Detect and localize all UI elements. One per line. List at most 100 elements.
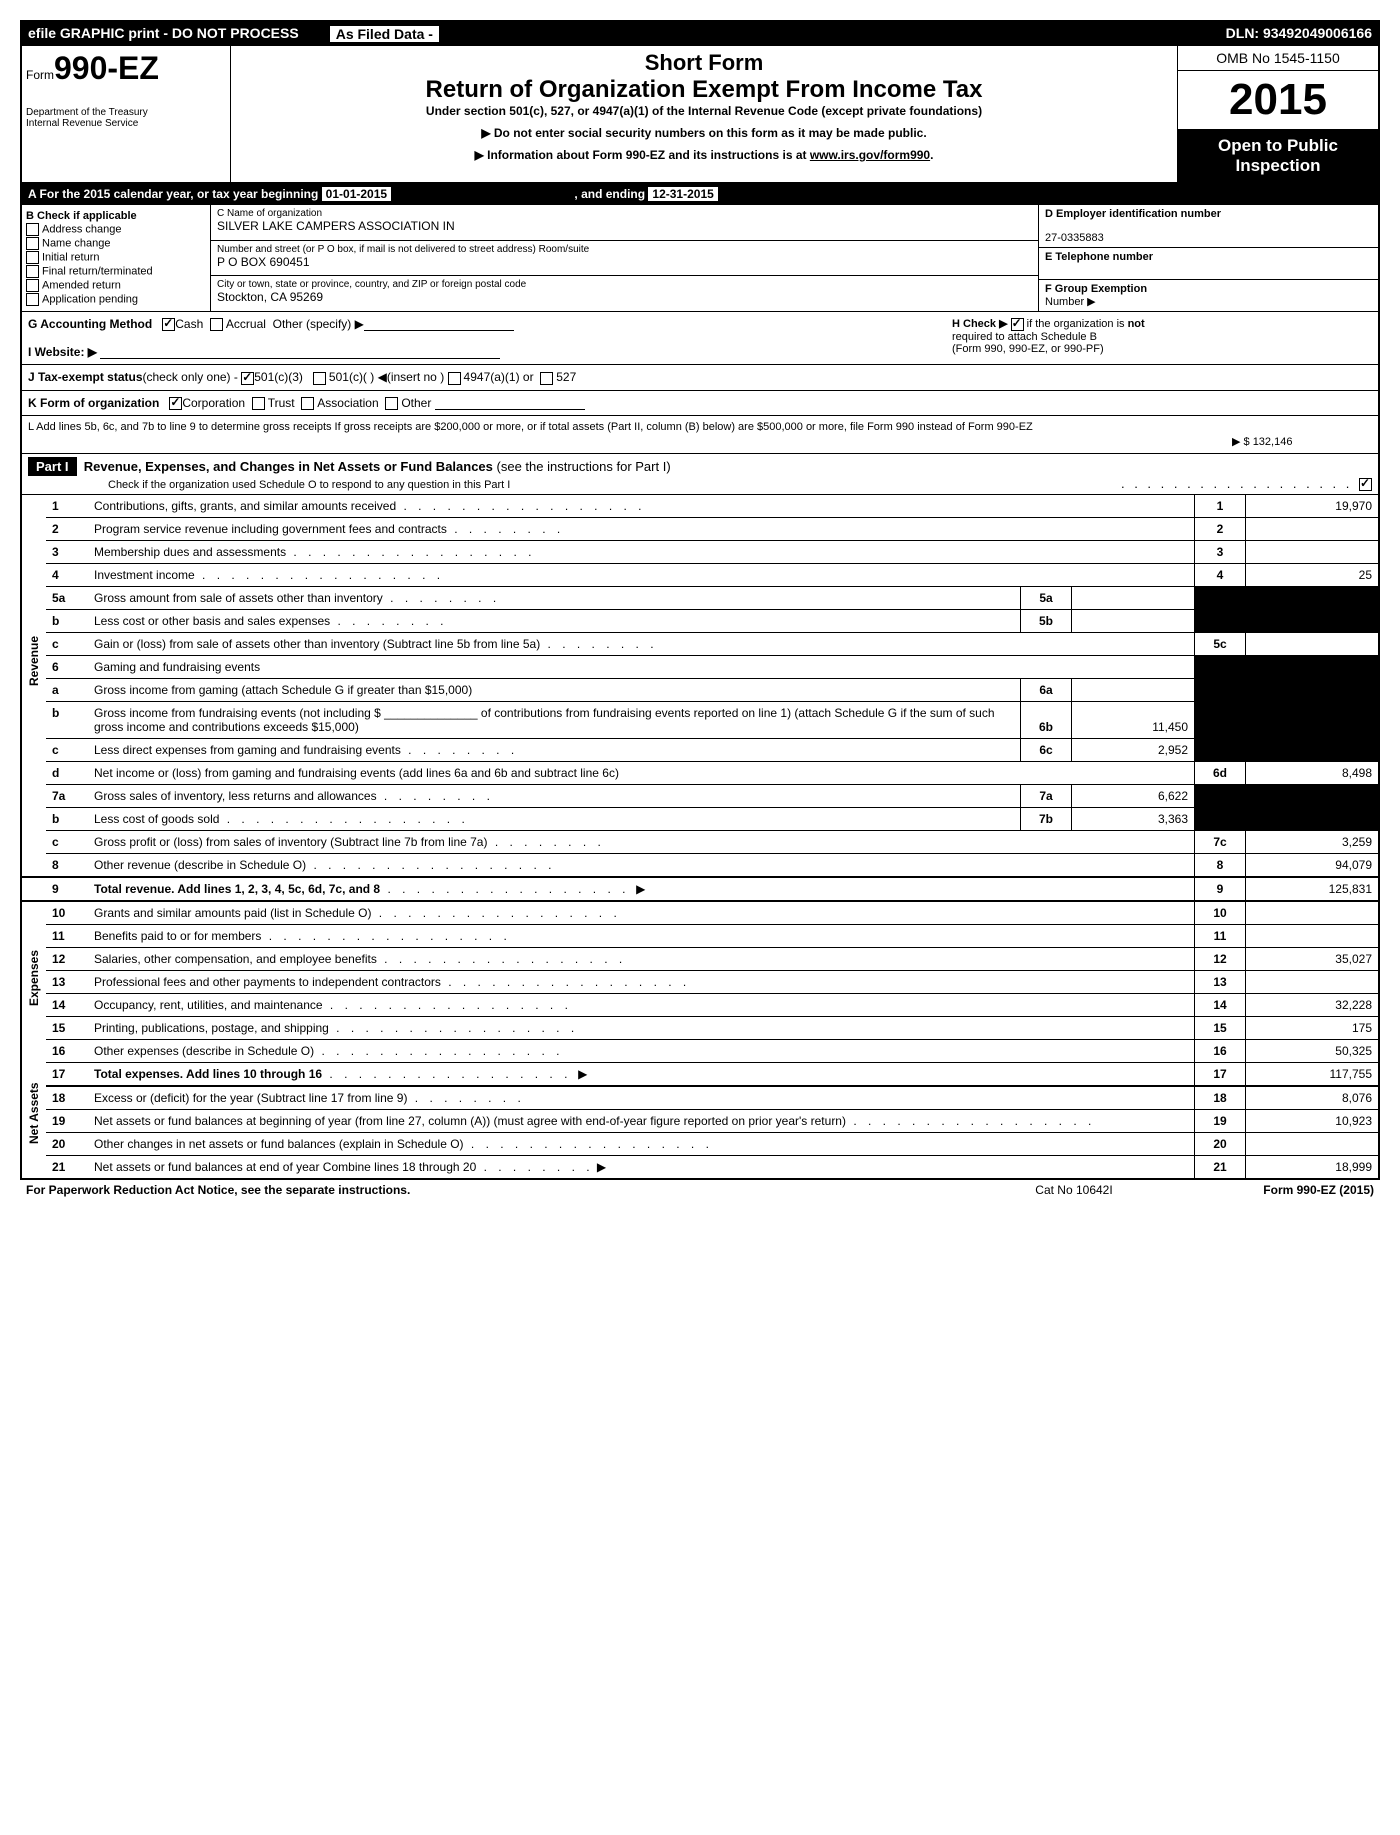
checkbox-527[interactable] xyxy=(540,372,553,385)
main-table: Revenue 1 Contributions, gifts, grants, … xyxy=(22,495,1378,1178)
part-i-label: Part I xyxy=(28,457,77,476)
org-name: SILVER LAKE CAMPERS ASSOCIATION IN xyxy=(217,219,1032,233)
irs-link[interactable]: www.irs.gov/form990 xyxy=(810,148,930,162)
line-6c-value: 2,952 xyxy=(1072,738,1195,761)
table-row: 5a Gross amount from sale of assets othe… xyxy=(22,586,1378,609)
org-street: P O BOX 690451 xyxy=(217,255,1032,269)
right-box: OMB No 1545-1150 2015 Open to Public Ins… xyxy=(1177,46,1378,182)
form-id-box: Form990-EZ Department of the Treasury In… xyxy=(22,46,231,182)
table-row: b Less cost of goods sold 7b 3,363 xyxy=(22,807,1378,830)
table-row: 9 Total revenue. Add lines 1, 2, 3, 4, 5… xyxy=(22,877,1378,901)
subtitle: Under section 501(c), 527, or 4947(a)(1)… xyxy=(235,104,1173,118)
section-bcdef: B Check if applicable Address change Nam… xyxy=(22,205,1378,312)
checkbox-trust[interactable] xyxy=(252,397,265,410)
as-filed-label: As Filed Data - xyxy=(329,25,440,43)
line-7b-value: 3,363 xyxy=(1072,807,1195,830)
line-4-value: 25 xyxy=(1246,563,1379,586)
table-row: 20 Other changes in net assets or fund b… xyxy=(22,1132,1378,1155)
checkbox-address-change[interactable] xyxy=(26,223,39,236)
table-row: 17 Total expenses. Add lines 10 through … xyxy=(22,1062,1378,1086)
line-7c-value: 3,259 xyxy=(1246,830,1379,853)
phone-label: E Telephone number xyxy=(1045,251,1153,263)
gross-receipts: ▶ $ 132,146 xyxy=(1232,436,1292,448)
line-1-value: 19,970 xyxy=(1246,495,1379,518)
efile-label: efile GRAPHIC print - DO NOT PROCESS xyxy=(28,25,299,43)
table-row: 6 Gaming and fundraising events xyxy=(22,655,1378,678)
expenses-label: Expenses xyxy=(27,982,41,1006)
line-21-value: 18,999 xyxy=(1246,1155,1379,1178)
box-b: B Check if applicable Address change Nam… xyxy=(22,205,211,311)
line-12-value: 35,027 xyxy=(1246,947,1379,970)
ein-value: 27-0335883 xyxy=(1045,232,1104,244)
checkbox-initial-return[interactable] xyxy=(26,251,39,264)
omb-number: OMB No 1545-1150 xyxy=(1178,46,1378,71)
header-bar: efile GRAPHIC print - DO NOT PROCESS As … xyxy=(22,22,1378,46)
year-begin: 01-01-2015 xyxy=(322,187,391,201)
checkbox-accrual[interactable] xyxy=(210,318,223,331)
table-row: 11 Benefits paid to or for members 11 xyxy=(22,924,1378,947)
checkbox-501c[interactable] xyxy=(313,372,326,385)
table-row: 14 Occupancy, rent, utilities, and maint… xyxy=(22,993,1378,1016)
line-6b-value: 11,450 xyxy=(1072,701,1195,738)
line-15-value: 175 xyxy=(1246,1016,1379,1039)
table-row: 8 Other revenue (describe in Schedule O)… xyxy=(22,853,1378,877)
dept-irs: Internal Revenue Service xyxy=(26,118,226,129)
table-row: c Less direct expenses from gaming and f… xyxy=(22,738,1378,761)
line-16-value: 50,325 xyxy=(1246,1039,1379,1062)
table-row: 2 Program service revenue including gove… xyxy=(22,517,1378,540)
table-row: 7a Gross sales of inventory, less return… xyxy=(22,784,1378,807)
revenue-label: Revenue xyxy=(27,662,41,686)
checkbox-final-return[interactable] xyxy=(26,265,39,278)
year-end: 12-31-2015 xyxy=(648,187,717,201)
row-j: J Tax-exempt status(check only one) - 50… xyxy=(22,365,1378,390)
footer-catno: Cat No 10642I xyxy=(974,1183,1174,1197)
table-row: 21 Net assets or fund balances at end of… xyxy=(22,1155,1378,1178)
row-k: K Form of organization Corporation Trust… xyxy=(22,391,1378,416)
checkbox-assoc[interactable] xyxy=(301,397,314,410)
line-18-value: 8,076 xyxy=(1246,1086,1379,1110)
row-a: A For the 2015 calendar year, or tax yea… xyxy=(22,184,1378,205)
table-row: Net Assets 18 Excess or (deficit) for th… xyxy=(22,1086,1378,1110)
checkbox-other-org[interactable] xyxy=(385,397,398,410)
line-14-value: 32,228 xyxy=(1246,993,1379,1016)
dln-label: DLN: 93492049006166 xyxy=(1226,25,1372,43)
checkbox-4947[interactable] xyxy=(448,372,461,385)
form-number: 990-EZ xyxy=(54,50,159,86)
table-row: 4 Investment income 4 25 xyxy=(22,563,1378,586)
table-row: 16 Other expenses (describe in Schedule … xyxy=(22,1039,1378,1062)
form-prefix: Form xyxy=(26,68,54,82)
table-row: Revenue 1 Contributions, gifts, grants, … xyxy=(22,495,1378,518)
checkbox-h[interactable] xyxy=(1011,318,1024,331)
checkbox-amended-return[interactable] xyxy=(26,279,39,292)
title-box: Short Form Return of Organization Exempt… xyxy=(231,46,1177,182)
checkbox-corp[interactable] xyxy=(169,397,182,410)
instruction-1: ▶ Do not enter social security numbers o… xyxy=(235,126,1173,140)
top-section: Form990-EZ Department of the Treasury In… xyxy=(22,46,1378,184)
line-9-value: 125,831 xyxy=(1246,877,1379,901)
line-7a-value: 6,622 xyxy=(1072,784,1195,807)
box-c: C Name of organization SILVER LAKE CAMPE… xyxy=(211,205,1038,311)
instruction-2: ▶ Information about Form 990-EZ and its … xyxy=(235,148,1173,162)
checkbox-name-change[interactable] xyxy=(26,237,39,250)
box-def: D Employer identification number 27-0335… xyxy=(1038,205,1378,311)
form-990ez: efile GRAPHIC print - DO NOT PROCESS As … xyxy=(20,20,1380,1180)
footer: For Paperwork Reduction Act Notice, see … xyxy=(20,1180,1380,1200)
main-title: Return of Organization Exempt From Incom… xyxy=(235,76,1173,104)
checkbox-cash[interactable] xyxy=(162,318,175,331)
org-city: Stockton, CA 95269 xyxy=(217,290,1032,304)
table-row: 3 Membership dues and assessments 3 xyxy=(22,540,1378,563)
table-row: b Less cost or other basis and sales exp… xyxy=(22,609,1378,632)
table-row: 13 Professional fees and other payments … xyxy=(22,970,1378,993)
checkbox-501c3[interactable] xyxy=(241,372,254,385)
table-row: b Gross income from fundraising events (… xyxy=(22,701,1378,738)
checkbox-application-pending[interactable] xyxy=(26,293,39,306)
table-row: Expenses 10 Grants and similar amounts p… xyxy=(22,901,1378,925)
row-l: L Add lines 5b, 6c, and 7b to line 9 to … xyxy=(22,416,1378,454)
line-6d-value: 8,498 xyxy=(1246,761,1379,784)
table-row: a Gross income from gaming (attach Sched… xyxy=(22,678,1378,701)
line-8-value: 94,079 xyxy=(1246,853,1379,877)
line-19-value: 10,923 xyxy=(1246,1109,1379,1132)
checkbox-schedule-o[interactable] xyxy=(1359,478,1372,491)
part-i-header: Part I Revenue, Expenses, and Changes in… xyxy=(22,454,1378,495)
dept-treasury: Department of the Treasury xyxy=(26,107,226,118)
